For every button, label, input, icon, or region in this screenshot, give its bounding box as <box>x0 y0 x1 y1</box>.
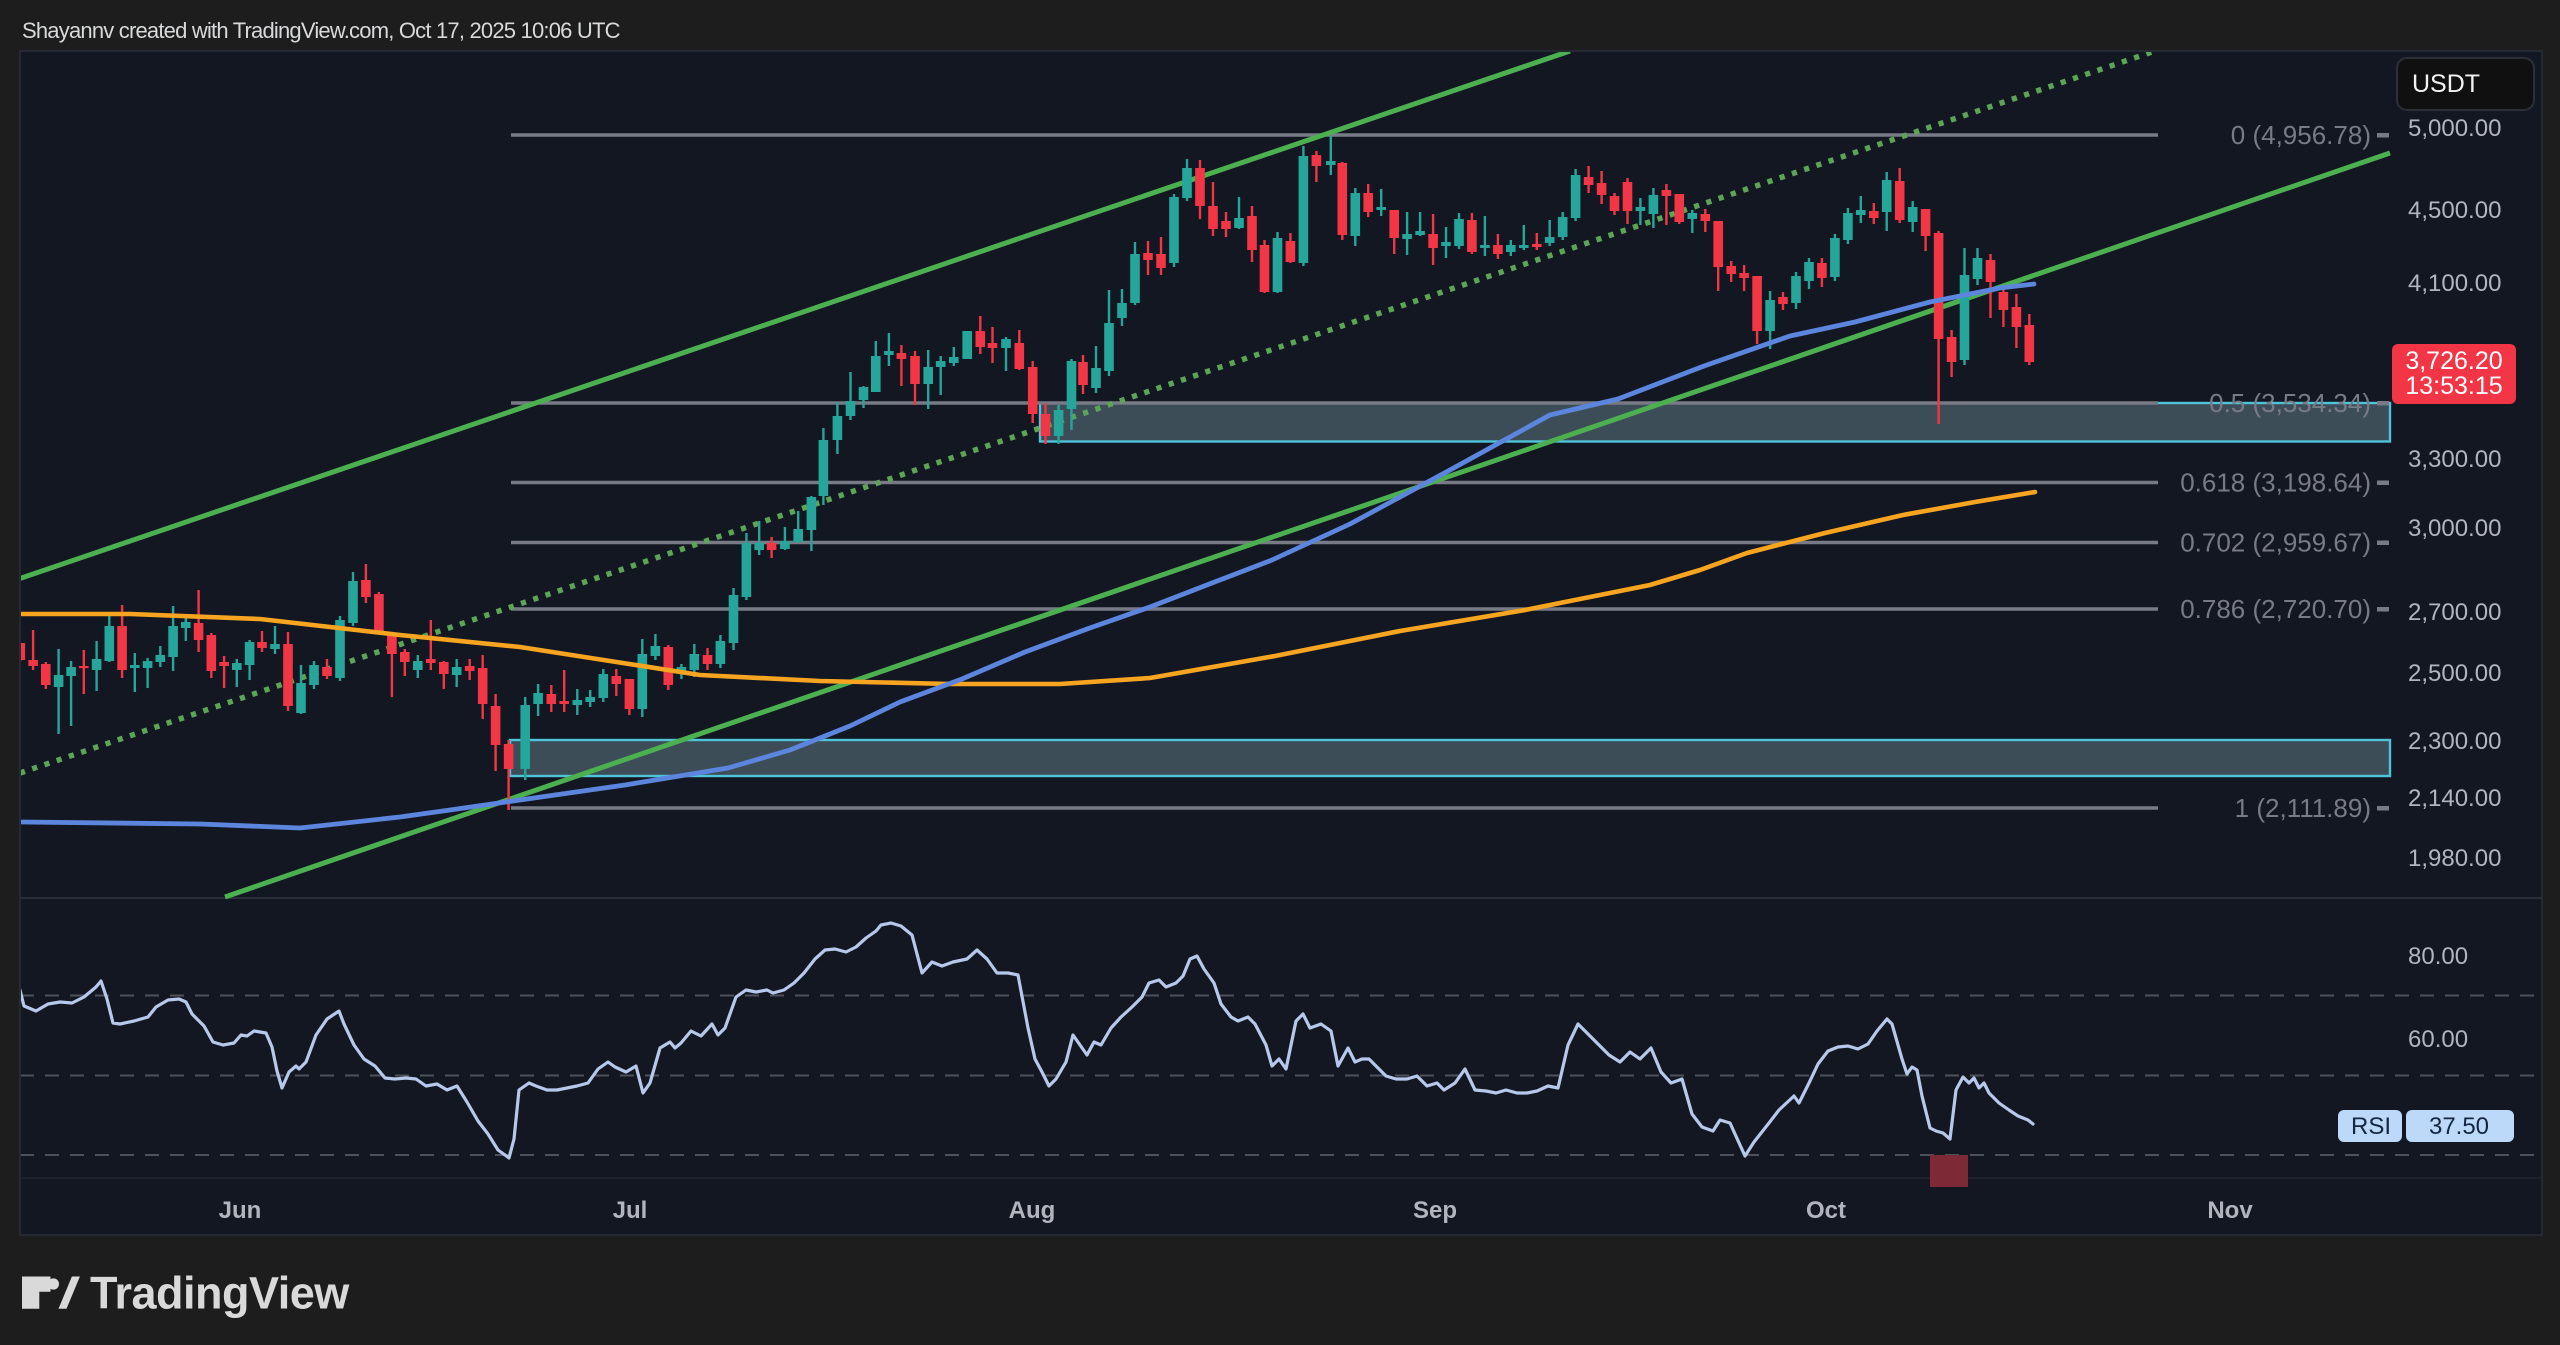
svg-text:0 (4,956.78): 0 (4,956.78) <box>2231 120 2371 150</box>
svg-text:80.00: 80.00 <box>2408 943 2468 970</box>
svg-text:USDT: USDT <box>2412 70 2480 98</box>
svg-text:3,300.00: 3,300.00 <box>2408 446 2501 473</box>
svg-text:RSI: RSI <box>2351 1113 2391 1140</box>
svg-text:37.50: 37.50 <box>2429 1113 2489 1140</box>
svg-text:4,500.00: 4,500.00 <box>2408 197 2501 224</box>
svg-text:0.786 (2,720.70): 0.786 (2,720.70) <box>2180 594 2371 624</box>
svg-text:Oct: Oct <box>1806 1197 1846 1224</box>
svg-text:1,980.00: 1,980.00 <box>2408 845 2501 872</box>
svg-text:2,700.00: 2,700.00 <box>2408 599 2501 626</box>
svg-text:0.618 (3,198.64): 0.618 (3,198.64) <box>2180 468 2371 498</box>
svg-text:Nov: Nov <box>2207 1197 2253 1224</box>
svg-text:Shayannv created with TradingV: Shayannv created with TradingView.com, O… <box>22 18 621 43</box>
svg-text:Sep: Sep <box>1413 1197 1457 1224</box>
svg-text:2,300.00: 2,300.00 <box>2408 728 2501 755</box>
svg-text:3,726.20: 3,726.20 <box>2405 347 2502 375</box>
svg-text:60.00: 60.00 <box>2408 1026 2468 1053</box>
svg-text:3,000.00: 3,000.00 <box>2408 515 2501 542</box>
svg-text:4,100.00: 4,100.00 <box>2408 270 2501 297</box>
svg-text:1 (2,111.89): 1 (2,111.89) <box>2235 793 2371 823</box>
svg-text:TradingView: TradingView <box>90 1268 350 1319</box>
svg-text:Jun: Jun <box>219 1197 262 1224</box>
svg-text:Jul: Jul <box>613 1197 648 1224</box>
svg-text:0.5 (3,534.34): 0.5 (3,534.34) <box>2209 388 2371 418</box>
svg-text:13:53:15: 13:53:15 <box>2405 372 2502 400</box>
svg-text:2,140.00: 2,140.00 <box>2408 785 2501 812</box>
svg-text:2,500.00: 2,500.00 <box>2408 660 2501 687</box>
svg-text:Aug: Aug <box>1009 1197 1056 1224</box>
svg-text:0.702 (2,959.67): 0.702 (2,959.67) <box>2180 528 2371 558</box>
svg-text:5,000.00: 5,000.00 <box>2408 115 2501 142</box>
